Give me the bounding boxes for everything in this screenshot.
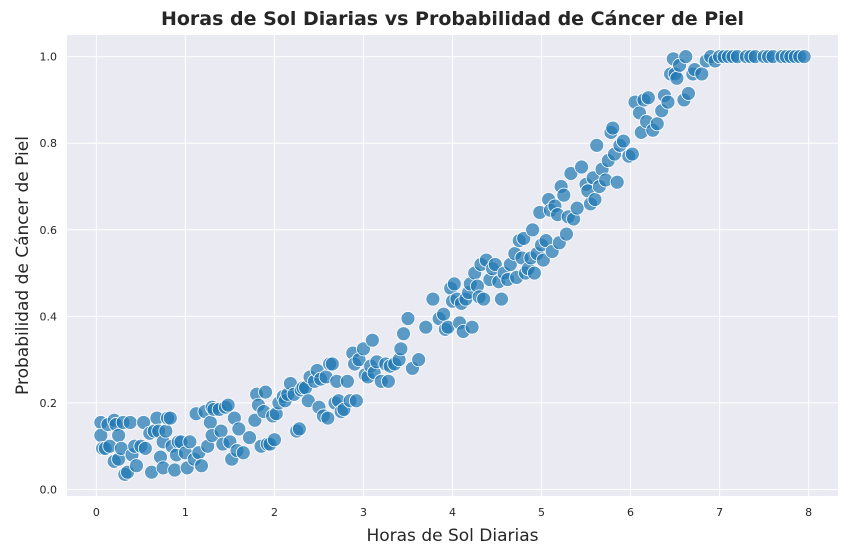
data-point (291, 421, 307, 437)
data-point (167, 462, 183, 478)
data-point (678, 49, 694, 65)
x-tick-label: 7 (716, 506, 723, 519)
data-point (694, 66, 710, 82)
data-point (231, 421, 247, 437)
data-point (605, 120, 621, 136)
data-point (574, 159, 589, 175)
data-point (569, 200, 585, 216)
x-tick-label: 5 (538, 506, 545, 519)
data-point (559, 226, 574, 242)
data-point (162, 410, 178, 426)
data-point (418, 319, 434, 335)
data-point (589, 137, 605, 153)
data-point (494, 291, 509, 307)
y-tick-labels: 0.0 0.2 0.4 0.6 0.8 1.0 (40, 51, 58, 497)
data-point (247, 412, 263, 428)
data-point (624, 146, 640, 162)
data-point (396, 326, 411, 342)
data-point (487, 257, 503, 272)
data-point (380, 373, 396, 389)
data-point (320, 410, 336, 426)
data-point (425, 291, 441, 307)
y-tick-label: 0.2 (40, 397, 58, 410)
data-point (669, 70, 685, 86)
data-point (242, 430, 257, 445)
data-point (609, 174, 625, 190)
data-point (796, 49, 812, 65)
data-point (681, 86, 696, 101)
y-tick-label: 0.0 (40, 484, 58, 497)
data-points (93, 49, 812, 482)
grid-lines (67, 35, 838, 496)
data-point (235, 445, 251, 461)
x-tick-label: 3 (360, 506, 367, 519)
data-point (194, 458, 209, 474)
data-point (111, 427, 127, 443)
data-point (587, 192, 603, 207)
x-tick-label: 8 (805, 506, 812, 519)
data-point (616, 133, 631, 149)
data-point (649, 116, 665, 132)
data-point (267, 432, 282, 448)
data-point (516, 231, 532, 246)
data-point (411, 352, 427, 368)
data-point (258, 384, 273, 400)
data-point (122, 415, 138, 430)
y-tick-label: 0.8 (40, 137, 58, 150)
x-tick-label: 1 (182, 506, 189, 519)
data-point (356, 341, 371, 357)
y-tick-label: 0.6 (40, 224, 58, 237)
x-tick-label: 0 (93, 506, 100, 519)
data-point (300, 393, 316, 409)
data-point (464, 319, 480, 335)
data-point (527, 265, 542, 281)
x-tick-label: 6 (627, 506, 634, 519)
x-tick-label: 4 (449, 506, 456, 519)
data-point (393, 341, 409, 357)
data-point (563, 166, 579, 181)
data-point (436, 306, 451, 322)
data-point (525, 222, 541, 238)
data-point (324, 356, 340, 372)
data-point (476, 291, 492, 307)
data-point (129, 458, 144, 474)
x-tick-labels: 0 1 2 3 4 5 6 7 8 (93, 506, 812, 519)
data-point (400, 311, 416, 326)
data-point (340, 373, 355, 389)
data-point (182, 434, 198, 450)
x-tick-label: 2 (271, 506, 278, 519)
y-tick-label: 0.4 (40, 310, 58, 323)
data-point (364, 332, 380, 348)
data-point (348, 393, 364, 409)
x-axis-label: Horas de Sol Diarias (366, 526, 538, 546)
y-tick-label: 1.0 (40, 51, 58, 64)
data-point (640, 90, 656, 106)
data-point (220, 397, 236, 413)
data-point (158, 423, 174, 439)
y-axis-label: Probabilidad de Cáncer de Piel (13, 136, 33, 395)
data-point (535, 252, 551, 268)
data-point (660, 94, 676, 110)
data-point (446, 276, 462, 292)
data-point (556, 187, 572, 203)
data-point (137, 440, 153, 456)
chart-title: Horas de Sol Diarias vs Probabilidad de … (161, 8, 744, 30)
